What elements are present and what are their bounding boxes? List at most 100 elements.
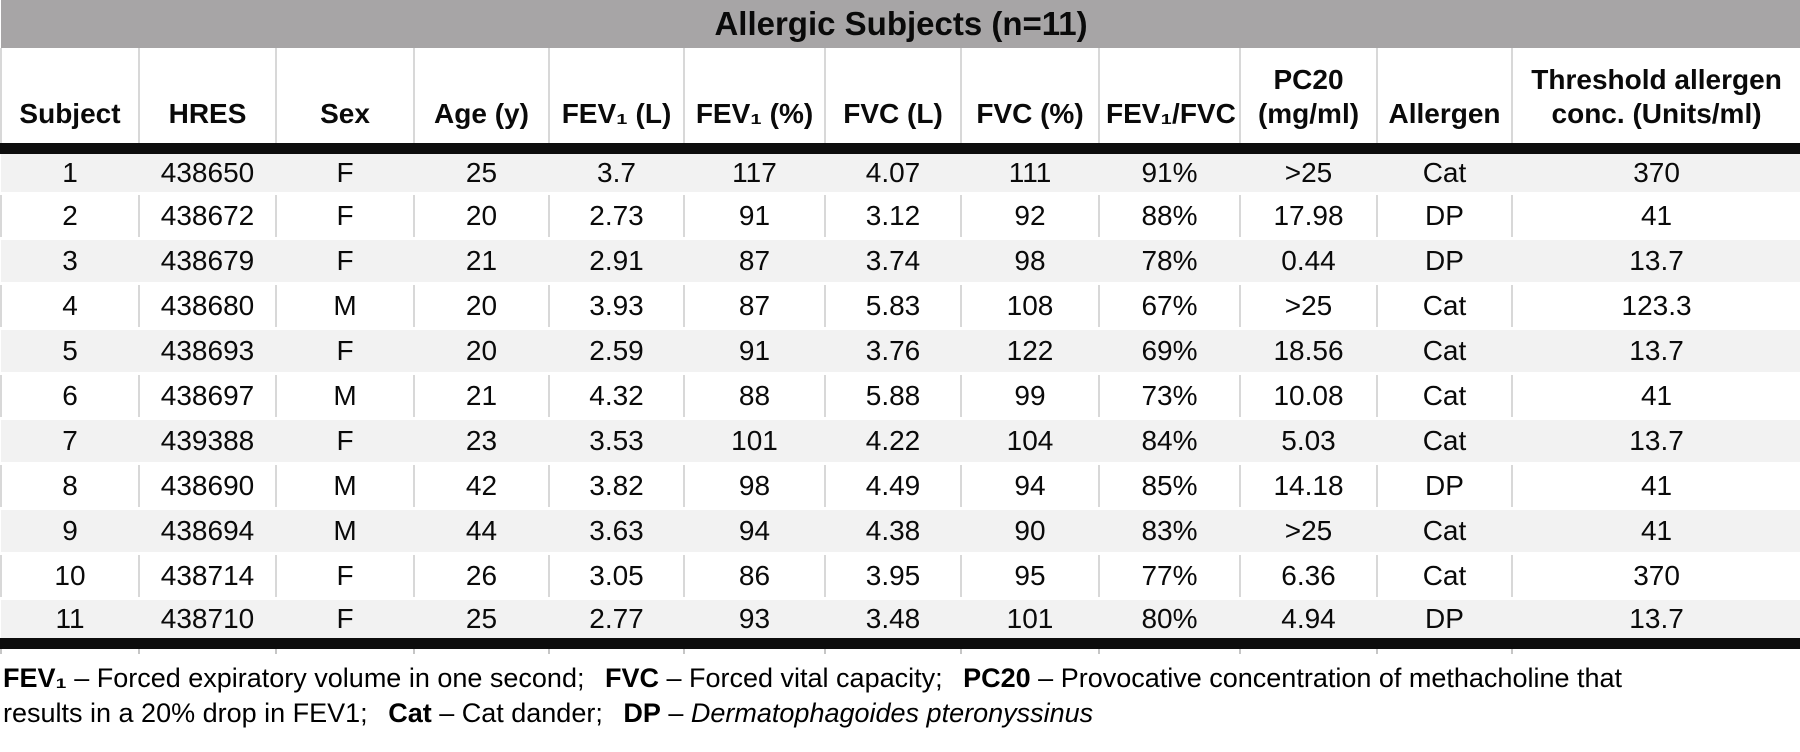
table-row: 11 438710 F 25 2.77 93 3.48 101 80% 4.94…	[1, 596, 1800, 649]
column-header: Age (y)	[413, 48, 550, 154]
column-header: Sex	[275, 48, 415, 154]
cell-fev1-fvc-ratio: 83%	[1099, 506, 1240, 555]
cell-sex: M	[276, 506, 414, 555]
table-title-bar: Allergic Subjects (n=11)	[1, 0, 1800, 48]
cell-fvc-l: 5.88	[824, 373, 962, 418]
cell-fev1-fvc-ratio: 91%	[1099, 146, 1240, 195]
cell-pc20: 17.98	[1239, 193, 1378, 238]
cell-threshold-conc: 13.7	[1512, 596, 1800, 649]
cell-fev1-fvc-ratio: 80%	[1099, 596, 1240, 649]
cell-subject: 5	[1, 326, 139, 375]
footnote-line2-lead: results in a 20% drop in FEV1;	[3, 697, 368, 728]
cell-hres: 438672	[138, 193, 277, 238]
stub-row	[0, 643, 1800, 654]
cell-hres: 438690	[138, 463, 277, 508]
cell-subject: 4	[0, 283, 140, 328]
table-row: 6 438697 M 21 4.32 88 5.88 99 73% 10.08 …	[0, 373, 1800, 418]
cell-allergen: Cat	[1377, 416, 1512, 465]
cell-fev1-pct: 94	[684, 506, 825, 555]
cell-threshold-conc: 13.7	[1512, 416, 1800, 465]
cell-sex: F	[276, 326, 414, 375]
cell-hres: 438697	[138, 373, 277, 418]
cell-age: 23	[414, 416, 549, 465]
cell-fvc-pct: 108	[960, 283, 1100, 328]
cell-sex: F	[276, 236, 414, 285]
cell-allergen: DP	[1376, 463, 1513, 508]
cell-threshold-conc: 370	[1510, 553, 1800, 598]
cell-fvc-l: 3.48	[825, 596, 961, 649]
cell-fev1-fvc-ratio: 77%	[1098, 553, 1241, 598]
cell-threshold-conc: 41	[1510, 373, 1800, 418]
table-row: 2 438672 F 20 2.73 91 3.12 92 88% 17.98 …	[0, 193, 1800, 238]
cell-fev1-pct: 91	[684, 326, 825, 375]
cell-fvc-l: 4.49	[824, 463, 962, 508]
cell-sex: M	[275, 463, 415, 508]
footnote-def-fev1: – Forced expiratory volume in one second…	[66, 662, 585, 693]
footnote-term-dp: DP	[623, 697, 661, 728]
cell-threshold-conc: 13.7	[1512, 326, 1800, 375]
cell-pc20: >25	[1239, 283, 1378, 328]
cell-hres: 439388	[139, 416, 276, 465]
footnote-term-fev1: FEV₁	[3, 662, 67, 693]
cell-fev1-fvc-ratio: 69%	[1099, 326, 1240, 375]
column-header: FVC (%)	[960, 48, 1100, 154]
cell-fev1-pct: 88	[683, 373, 826, 418]
column-header: FEV₁ (%)	[683, 48, 826, 154]
cell-fvc-pct: 94	[960, 463, 1100, 508]
cell-fvc-pct: 92	[960, 193, 1100, 238]
table-row: 5 438693 F 20 2.59 91 3.76 122 69% 18.56…	[1, 326, 1800, 375]
footnote-dp-dash: –	[660, 697, 691, 728]
cell-fvc-l: 3.76	[825, 326, 961, 375]
cell-fev1-fvc-ratio: 73%	[1098, 373, 1241, 418]
cell-subject: 11	[1, 596, 139, 649]
table-row: 10 438714 F 26 3.05 86 3.95 95 77% 6.36 …	[0, 553, 1800, 598]
cell-fvc-pct: 95	[960, 553, 1100, 598]
table-header-row: Subject HRES Sex Age (y) FEV₁ (L) FEV₁ (%) FVC…	[0, 48, 1800, 154]
cell-fvc-l: 3.74	[825, 236, 961, 285]
cell-fvc-l: 4.38	[825, 506, 961, 555]
cell-fvc-pct: 101	[961, 596, 1099, 649]
footnote-def-cat: – Cat dander;	[431, 697, 603, 728]
cell-fvc-l: 4.22	[825, 416, 961, 465]
cell-age: 25	[414, 146, 549, 195]
cell-age: 42	[413, 463, 550, 508]
cell-fev1-l: 2.59	[549, 326, 684, 375]
cell-fev1-pct: 101	[684, 416, 825, 465]
cell-subject: 8	[0, 463, 140, 508]
cell-hres: 438693	[139, 326, 276, 375]
cell-fev1-fvc-ratio: 85%	[1098, 463, 1241, 508]
cell-sex: M	[275, 373, 415, 418]
cell-fvc-pct: 111	[961, 146, 1099, 195]
cell-fev1-l: 4.32	[548, 373, 685, 418]
cell-hres: 438650	[139, 146, 276, 195]
cell-pc20: 6.36	[1239, 553, 1378, 598]
cell-fev1-l: 3.53	[549, 416, 684, 465]
cell-allergen: Cat	[1377, 506, 1512, 555]
cell-pc20: 10.08	[1239, 373, 1378, 418]
cell-age: 20	[414, 326, 549, 375]
cell-fev1-l: 3.93	[548, 283, 685, 328]
table-row: 1 438650 F 25 3.7 117 4.07 111 91% >25 C…	[1, 146, 1800, 195]
cell-fvc-pct: 104	[961, 416, 1099, 465]
cell-fev1-pct: 87	[684, 236, 825, 285]
table-row: 4 438680 M 20 3.93 87 5.83 108 67% >25 C…	[0, 283, 1800, 328]
cell-hres: 438680	[138, 283, 277, 328]
cell-fev1-fvc-ratio: 78%	[1099, 236, 1240, 285]
cell-subject: 1	[1, 146, 139, 195]
cell-fev1-l: 2.77	[549, 596, 684, 649]
cell-age: 25	[414, 596, 549, 649]
cell-pc20: 0.44	[1240, 236, 1377, 285]
cell-allergen: DP	[1377, 596, 1512, 649]
table-row: 8 438690 M 42 3.82 98 4.49 94 85% 14.18 …	[0, 463, 1800, 508]
table-row: 3 438679 F 21 2.91 87 3.74 98 78% 0.44 D…	[1, 236, 1800, 285]
table-row: 9 438694 M 44 3.63 94 4.38 90 83% >25 Ca…	[1, 506, 1800, 555]
footnote-def-fvc: – Forced vital capacity;	[658, 662, 943, 693]
cell-pc20: 5.03	[1240, 416, 1377, 465]
cell-threshold-conc: 41	[1510, 193, 1800, 238]
cell-threshold-conc: 41	[1512, 506, 1800, 555]
cell-sex: F	[275, 553, 415, 598]
footnote-term-fvc: FVC	[604, 662, 659, 693]
cell-subject: 6	[0, 373, 140, 418]
footnote-term-pc20: PC20	[963, 662, 1031, 693]
cell-hres: 438694	[139, 506, 276, 555]
